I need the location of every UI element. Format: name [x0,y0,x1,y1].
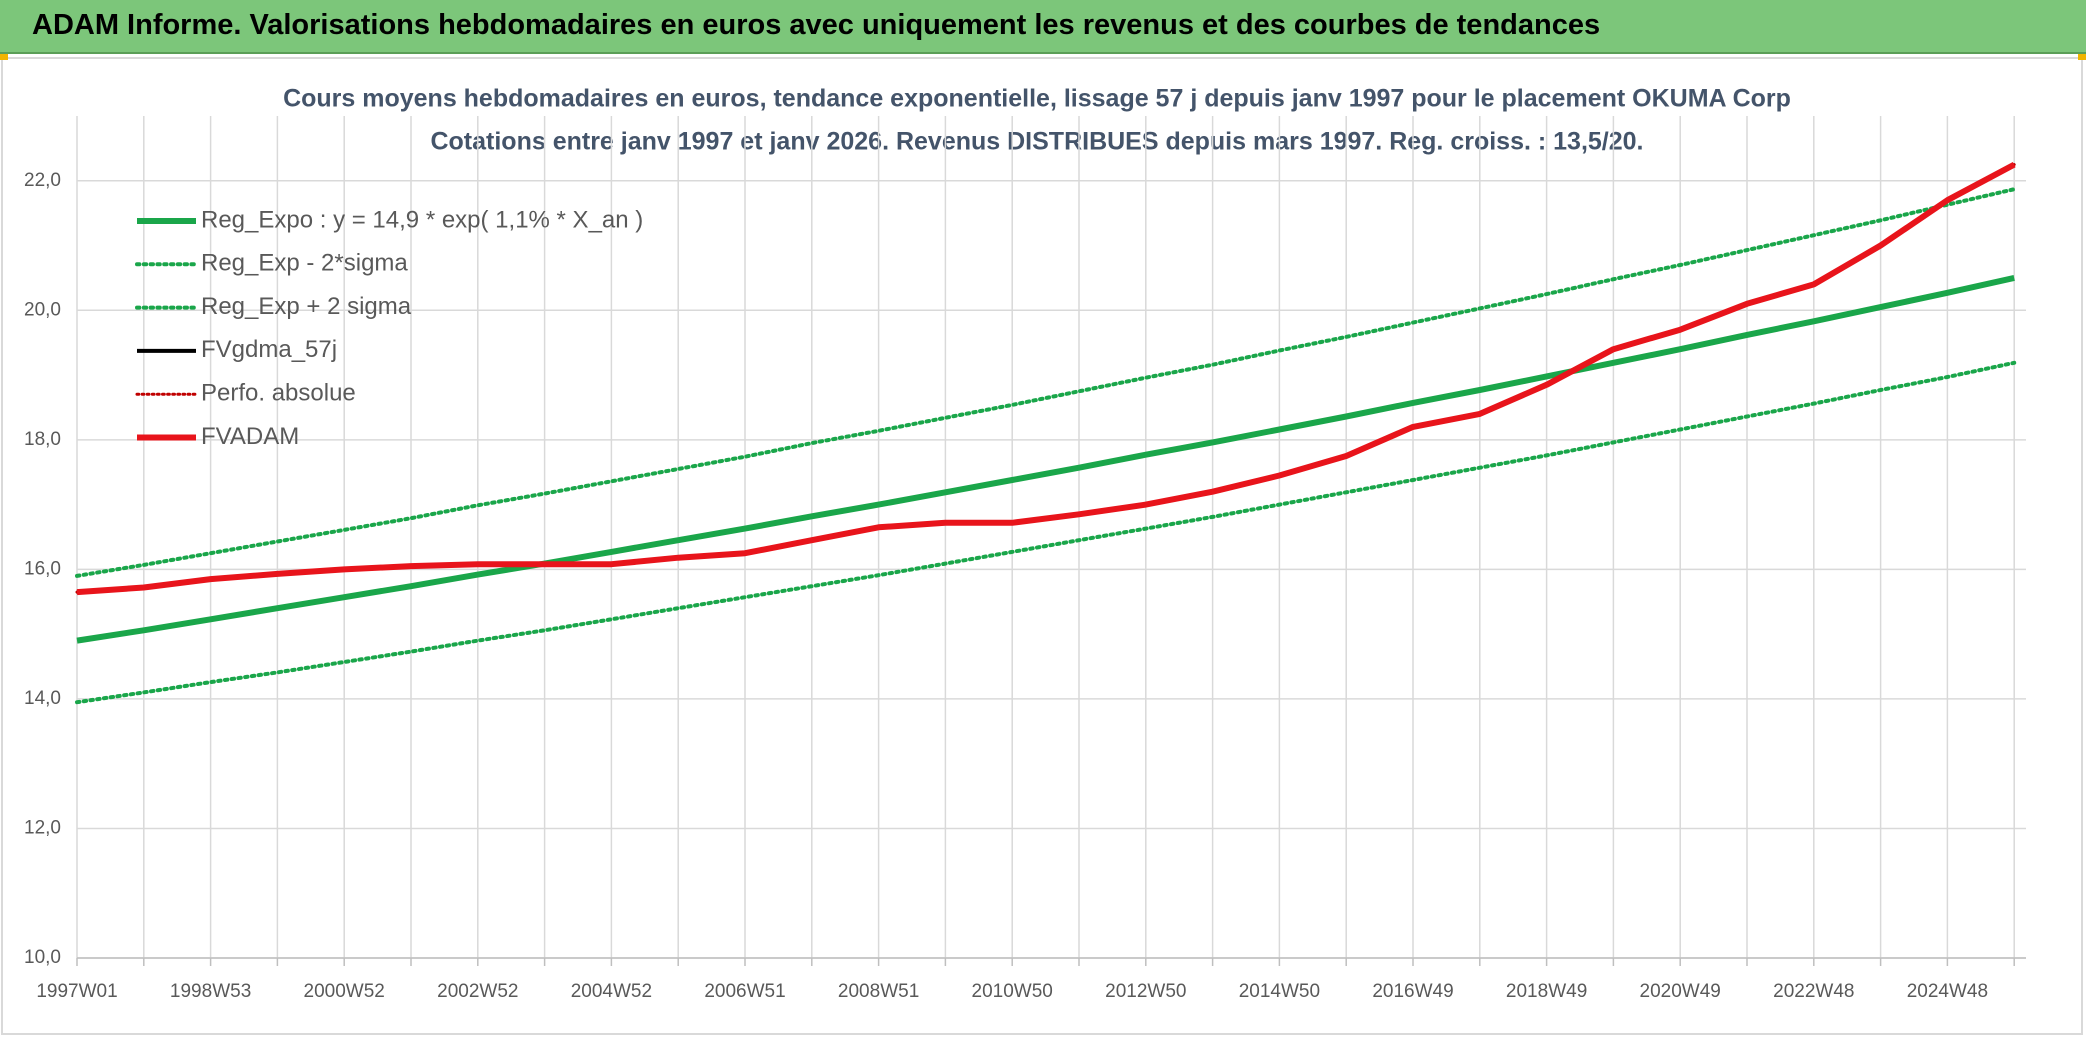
header: ADAM Informe. Valorisations hebdomadaire… [0,0,2086,54]
y-tick-label: 14,0 [24,688,61,709]
legend-label: Reg_Expo : y = 14,9 * exp( 1,1% * X_an ) [201,206,643,233]
y-tick-label: 12,0 [24,817,61,838]
series-line [76,161,2016,596]
x-tick-label: 2016W49 [1372,981,1453,1002]
x-tick-label: 2014W50 [1239,981,1320,1002]
header-title: ADAM Informe. Valorisations hebdomadaire… [32,9,1601,41]
chart-subtitle: Cotations entre janv 1997 et janv 2026. … [430,128,1643,156]
y-tick-label: 22,0 [24,170,61,191]
corner [0,54,8,60]
legend-label: Reg_Exp + 2 sigma [201,293,412,320]
legend-label: Perfo. absolue [201,380,356,407]
corner [2078,54,2086,60]
x-tick-label: 1997W01 [36,981,117,1002]
x-tick-label: 2022W48 [1773,981,1854,1002]
x-tick-label: 2024W48 [1907,981,1988,1002]
legend-label: FVADAM [201,423,299,450]
x-tick-label: 2010W50 [972,981,1053,1002]
chart-title: Cours moyens hebdomadaires en euros, ten… [283,85,1791,113]
x-tick-label: 2008W51 [838,981,919,1002]
x-tick-label: 2012W50 [1105,981,1186,1002]
chart-frame [1,57,2083,1035]
x-tick-label: 2018W49 [1506,981,1587,1002]
legend-label: Reg_Exp - 2*sigma [201,250,408,277]
y-tick-label: 20,0 [24,299,61,320]
x-tick-label: 2006W51 [704,981,785,1002]
series-line [75,360,2017,705]
y-tick-label: 10,0 [24,947,61,968]
x-tick-label: 2002W52 [437,981,518,1002]
series-line [76,274,2015,644]
x-tick-label: 2004W52 [571,981,652,1002]
legend-label: FVgdma_57j [201,336,337,363]
y-tick-label: 18,0 [24,429,61,450]
x-tick-label: 2020W49 [1640,981,1721,1002]
x-tick-label: 2000W52 [304,981,385,1002]
x-tick-label: 1998W53 [170,981,251,1002]
y-tick-label: 16,0 [24,558,61,579]
series-line [75,187,2017,578]
